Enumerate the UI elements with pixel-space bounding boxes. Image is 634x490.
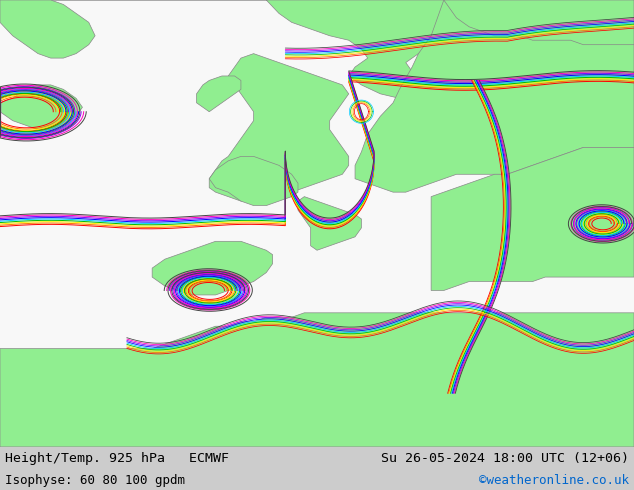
Polygon shape xyxy=(152,241,273,295)
Text: Su 26-05-2024 18:00 UTC (12+06): Su 26-05-2024 18:00 UTC (12+06) xyxy=(381,452,629,466)
Text: Isophyse: 60 80 100 gpdm: Isophyse: 60 80 100 gpdm xyxy=(5,474,185,487)
Text: Height/Temp. 925 hPa   ECMWF: Height/Temp. 925 hPa ECMWF xyxy=(5,452,229,466)
Polygon shape xyxy=(431,147,634,291)
Polygon shape xyxy=(209,156,298,206)
Text: ©weatheronline.co.uk: ©weatheronline.co.uk xyxy=(479,474,629,487)
Polygon shape xyxy=(197,76,241,112)
Polygon shape xyxy=(355,0,634,192)
Polygon shape xyxy=(444,0,634,45)
Polygon shape xyxy=(298,196,361,250)
Polygon shape xyxy=(0,85,82,129)
Polygon shape xyxy=(0,313,634,447)
Polygon shape xyxy=(209,53,349,201)
Polygon shape xyxy=(0,0,95,58)
Polygon shape xyxy=(0,0,634,103)
